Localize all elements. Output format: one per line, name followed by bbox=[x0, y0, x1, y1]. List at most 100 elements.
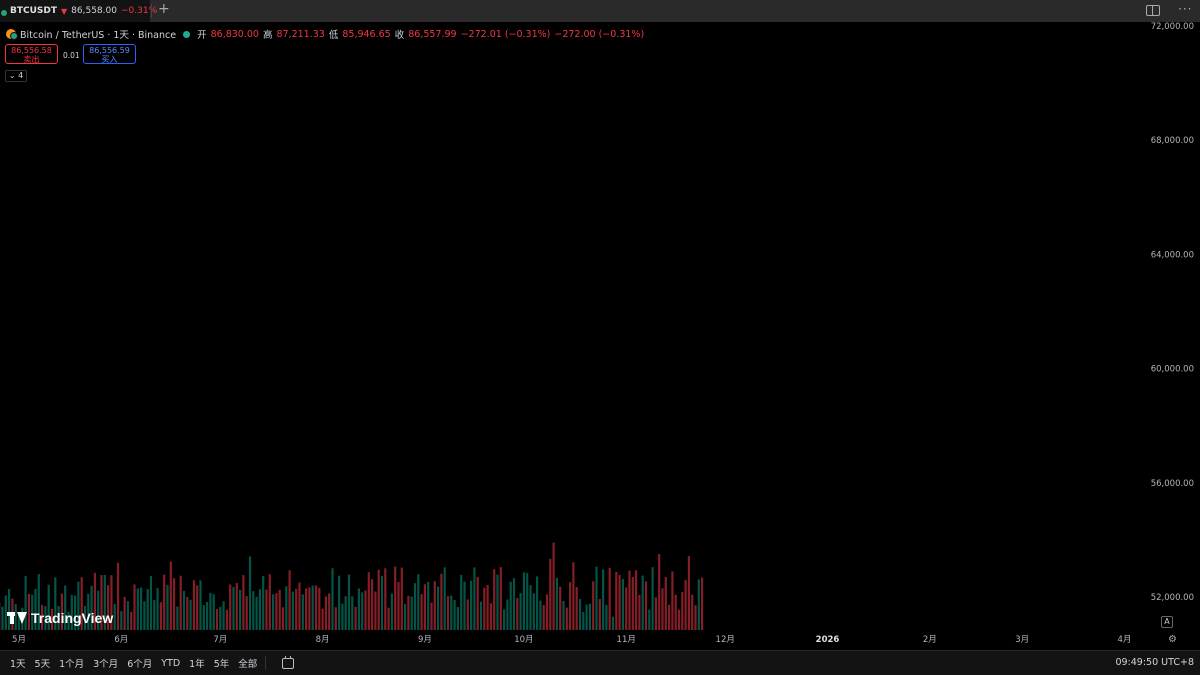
volume-bar bbox=[618, 575, 621, 630]
volume-bar bbox=[281, 607, 285, 630]
volume-bar bbox=[232, 587, 235, 630]
sell-button[interactable]: 86,556.58 卖出 bbox=[5, 44, 58, 64]
volume-bar bbox=[473, 567, 476, 630]
volume-bar bbox=[536, 576, 539, 630]
volume-bar bbox=[489, 603, 492, 630]
volume-bar bbox=[430, 602, 433, 630]
range-3m[interactable]: 3个月 bbox=[93, 659, 119, 670]
clock[interactable]: 09:49:50 UTC+8 bbox=[1115, 657, 1194, 668]
volume-bar bbox=[334, 607, 337, 630]
gear-icon[interactable]: ⚙ bbox=[1168, 634, 1177, 645]
volume-bar bbox=[357, 588, 360, 630]
volume-bar bbox=[605, 604, 608, 630]
range-1m[interactable]: 1个月 bbox=[59, 659, 85, 670]
volume-bar bbox=[103, 575, 106, 630]
volume-bar bbox=[27, 593, 30, 630]
plus-icon[interactable]: + bbox=[158, 1, 170, 17]
volume-bar bbox=[611, 616, 615, 630]
volume-bar bbox=[681, 592, 684, 630]
range-1y[interactable]: 1年 bbox=[189, 659, 205, 670]
range-ytd[interactable]: YTD bbox=[161, 657, 181, 669]
volume-bar bbox=[354, 606, 357, 630]
volume-bar bbox=[314, 585, 318, 630]
volume-bar bbox=[470, 580, 473, 630]
volume-bar bbox=[44, 606, 47, 630]
volume-bar bbox=[569, 582, 572, 630]
volume-bar bbox=[644, 581, 648, 630]
volume-bar bbox=[486, 584, 489, 630]
volume-bar bbox=[532, 593, 535, 630]
volume-bar bbox=[437, 586, 440, 630]
price-chart[interactable]: 52,000.00 56,000.00 60,000.00 64,000.00 68,0… bbox=[0, 22, 1200, 650]
volume-bar bbox=[631, 577, 634, 630]
volume-bar bbox=[664, 576, 667, 630]
range-5d[interactable]: 5天 bbox=[34, 659, 51, 670]
tab-btcusdt[interactable]: BTCUSDT ▼ 86,558.00 −0.31% bbox=[0, 0, 157, 22]
symbol-legend: Bitcoin / TetherUS · 1天 · Binance 开 86,83… bbox=[6, 27, 644, 41]
range-1d[interactable]: 1天 bbox=[10, 659, 26, 670]
volume-bar bbox=[621, 578, 624, 630]
volume-bar bbox=[159, 602, 162, 630]
tradingview-logo-text: TradingView bbox=[31, 610, 114, 626]
volume-bar bbox=[57, 606, 60, 630]
indicators-toggle[interactable]: ⌄ 4 bbox=[5, 70, 27, 82]
volume-bar bbox=[199, 580, 202, 630]
volume-bar bbox=[413, 583, 417, 630]
buy-button[interactable]: 86,556.59 买入 bbox=[83, 44, 136, 64]
volume-bar bbox=[189, 599, 192, 630]
volume-bar bbox=[615, 571, 618, 630]
change-value-2: −272.00 (−0.31%) bbox=[554, 28, 645, 40]
y-tick-label: 60,000.00 bbox=[1151, 365, 1194, 375]
volume-bar bbox=[130, 611, 133, 630]
volume-bar bbox=[658, 554, 661, 630]
volume-bar bbox=[37, 574, 40, 630]
volume-bar bbox=[374, 591, 377, 630]
volume-bar bbox=[572, 562, 575, 630]
volume-bar bbox=[476, 576, 479, 630]
y-tick-label: 68,000.00 bbox=[1151, 136, 1194, 146]
volume-bar bbox=[559, 586, 562, 630]
volume-bar bbox=[202, 605, 205, 630]
layout-icon[interactable] bbox=[1146, 5, 1160, 16]
range-all[interactable]: 全部 bbox=[238, 659, 258, 670]
volume-bar bbox=[87, 593, 90, 630]
x-tick-label: 8月 bbox=[316, 635, 330, 645]
volume-bar bbox=[552, 542, 555, 630]
chevron-down-icon: ⌄ bbox=[8, 71, 16, 80]
bitcoin-icon bbox=[6, 29, 18, 40]
more-icon[interactable]: ··· bbox=[1178, 2, 1193, 16]
volume-bar bbox=[625, 587, 628, 630]
volume-bar bbox=[83, 605, 87, 630]
volume-bar bbox=[575, 587, 578, 630]
volume-bar bbox=[113, 603, 116, 630]
x-tick-label: 10月 bbox=[514, 635, 533, 645]
range-6m[interactable]: 6个月 bbox=[127, 659, 153, 670]
auto-scale-button[interactable]: A bbox=[1161, 616, 1173, 628]
x-tick-label: 2026 bbox=[816, 635, 840, 645]
volume-bar bbox=[407, 595, 410, 630]
volume-bar bbox=[166, 584, 169, 630]
bottom-toolbar: 1天 5天 1个月 3个月 6个月 YTD 1年 5年 全部 09:49:50 … bbox=[0, 650, 1200, 675]
calendar-icon[interactable] bbox=[282, 655, 295, 669]
volume-bar bbox=[529, 585, 532, 630]
volume-bar bbox=[258, 589, 261, 630]
volume-bar bbox=[182, 590, 186, 630]
legend-title[interactable]: Bitcoin / TetherUS · 1天 · Binance bbox=[20, 30, 177, 41]
volume-bar bbox=[219, 606, 222, 630]
x-tick-label: 2月 bbox=[923, 635, 937, 645]
volume-bar bbox=[120, 611, 123, 630]
volume-bar bbox=[54, 577, 57, 630]
volume-bar bbox=[136, 588, 139, 630]
range-5y[interactable]: 5年 bbox=[213, 659, 230, 670]
volume-bar bbox=[377, 569, 380, 630]
volume-bar bbox=[493, 569, 496, 630]
volume-bar bbox=[341, 603, 344, 630]
volume-bar bbox=[661, 588, 664, 630]
volume-bar bbox=[60, 593, 63, 630]
volume-bar bbox=[140, 587, 143, 630]
volume-bar bbox=[222, 601, 225, 630]
volume-bar bbox=[394, 566, 397, 630]
tradingview-logo[interactable]: TradingView bbox=[7, 610, 113, 626]
volume-bar bbox=[225, 609, 228, 630]
volume-bar bbox=[483, 587, 486, 630]
